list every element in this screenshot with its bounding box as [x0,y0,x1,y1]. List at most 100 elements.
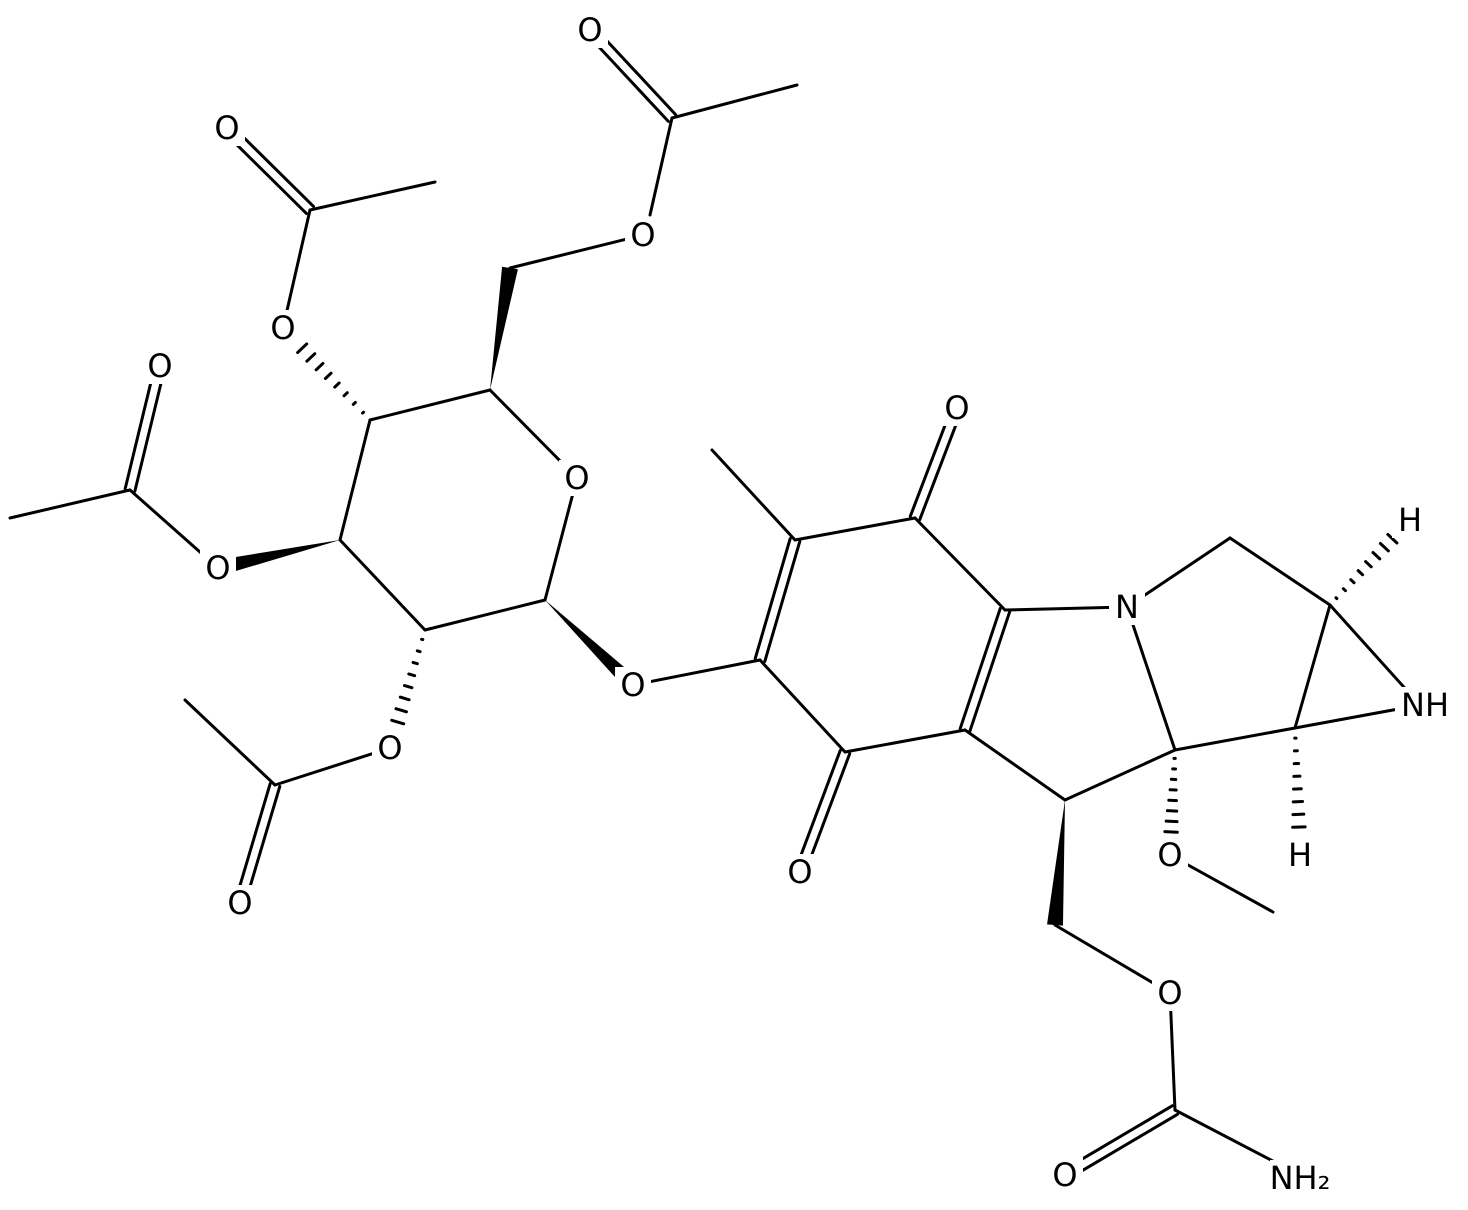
bond [648,116,674,217]
hashed-bond [394,707,408,714]
hashed-bond [403,684,414,690]
double-bond [803,752,852,876]
atom-label: H [1398,501,1422,539]
bond [843,728,967,754]
bond [423,598,547,632]
double-bond [918,408,964,522]
atom-label: O [147,347,172,385]
bond [1168,991,1177,1112]
label-background [1270,1160,1330,1196]
label-background [1109,589,1145,625]
bond [183,698,277,787]
wedge-bond [1047,800,1065,926]
bond [8,488,132,520]
label-background [1392,502,1428,538]
hashed-bond [1341,587,1347,593]
hashed-bond [1386,532,1399,545]
label-background [1282,837,1318,873]
hashed-bond [342,391,349,398]
double-bond [763,539,802,663]
hashed-bond [1364,560,1373,569]
atom-label: O [1052,1156,1077,1194]
hashed-bond [398,695,411,702]
atom-label: O [377,729,402,767]
bond [338,418,372,542]
atom-label: O [1157,836,1182,874]
atom-label: O [620,666,645,704]
atom-label: O [787,853,812,891]
hashed-bond [305,352,317,363]
bond [758,658,847,754]
label-background [200,550,236,586]
label-background [559,460,595,496]
atom-label: O [564,459,589,497]
label-background [939,390,975,426]
hashed-bond [351,400,357,406]
double-bond [243,784,282,906]
bond [1293,603,1332,730]
bond [710,448,797,542]
double-bond [958,606,1002,730]
atom-label: O [227,884,252,922]
label-background [625,217,661,253]
bonds [8,25,1422,1181]
atom-label: O [270,309,295,347]
hashed-bond [1163,830,1179,834]
double-bond [1066,1112,1180,1181]
bond [1173,726,1297,752]
hashed-bond [333,381,341,389]
label-background [1152,837,1188,873]
bond [1003,605,1129,612]
hashed-bond [1371,551,1382,561]
label-background [572,12,608,48]
double-bond [233,782,272,904]
atom-label: NH₂ [1270,1159,1331,1197]
atom-label: O [577,11,602,49]
bond [913,516,1007,612]
atom-label: NH [1401,686,1449,724]
bond [670,83,799,120]
label-background [615,667,651,703]
hashed-bond [1164,819,1179,824]
atom-label: N [1115,588,1139,626]
double-bond [123,363,157,491]
double-bond [968,610,1012,734]
wedge-bond [490,266,518,390]
hashed-bond [1378,541,1390,553]
hashed-bond [390,718,406,726]
wedge-bond [216,540,340,576]
bond [338,538,427,632]
bond [1228,536,1332,607]
bond [368,388,492,422]
bond [508,233,645,270]
bond [1125,605,1177,752]
bond [273,746,392,787]
hashed-bond [323,371,333,380]
atom-label: O [214,109,239,147]
hashed-bond [407,672,417,678]
atom-label: O [944,389,969,427]
label-background [222,885,258,921]
double-bond [584,31,670,123]
hashed-bond [361,410,366,415]
hashed-bond [1349,578,1356,585]
bond [793,516,917,542]
hashed-bond [1356,569,1365,577]
hashed-bond [411,660,419,666]
label-background [782,854,818,890]
bond [543,476,579,602]
atom-label: O [205,549,230,587]
hashed-bond [296,342,309,355]
label-background [1047,1157,1083,1193]
bond [963,728,1067,802]
hashed-bond [314,361,325,372]
bond [1053,923,1172,995]
bond [281,208,312,330]
bond [308,180,437,212]
label-background [142,348,178,384]
atom-label: O [630,216,655,254]
hashed-bond [415,649,422,654]
atom-label: H [1288,836,1312,874]
